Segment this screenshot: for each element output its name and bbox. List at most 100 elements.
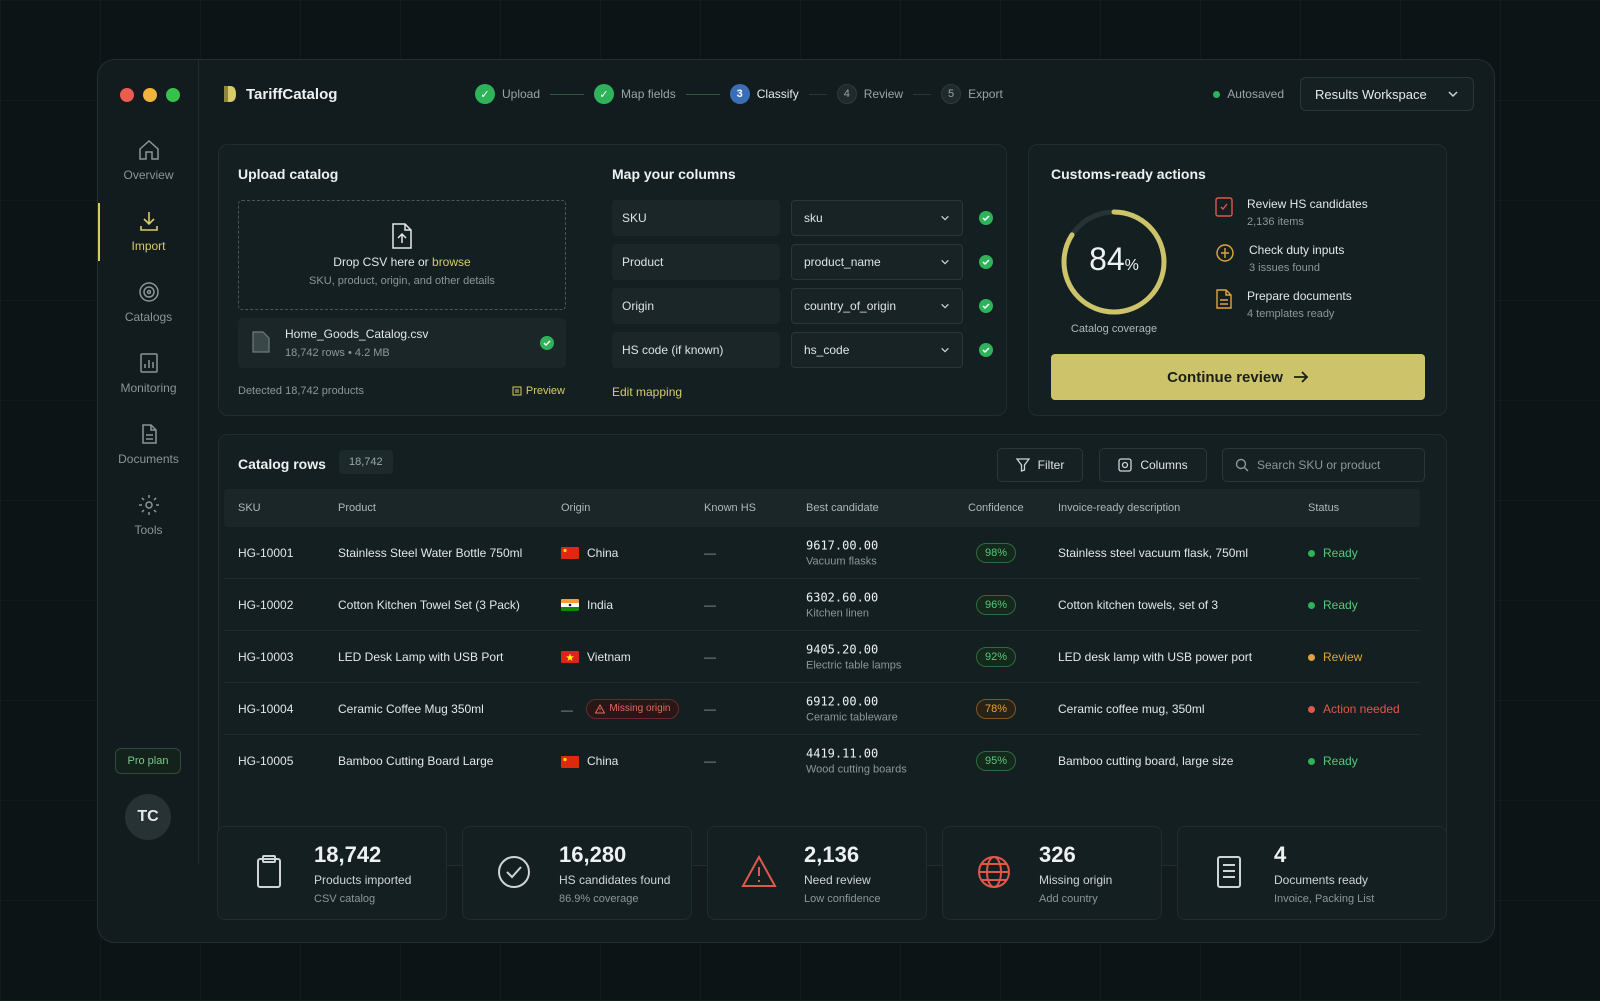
cell-best-candidate[interactable]: 4419.11.00 Wood cutting boards [806,746,907,776]
table-header: SKU Product Origin Known HS Best candida… [224,489,1420,527]
missing-origin-badge[interactable]: Missing origin [586,698,680,719]
step-classify[interactable]: 3 Classify [729,84,799,104]
mapping-title: Map your columns [612,166,736,182]
file-icon [252,331,270,353]
cell-sku: HG-10004 [238,701,294,716]
check-icon [540,336,554,350]
status-badge: Action needed [1308,702,1400,716]
customs-actions-card: Customs-ready actions 84% Catalog covera… [1028,144,1447,416]
minimize-window-button[interactable] [143,88,157,102]
flag-china-icon [561,547,579,560]
step-connector [913,93,932,95]
cell-product: Bamboo Cutting Board Large [338,754,494,768]
step-map-fields[interactable]: ✓ Map fields [594,84,676,104]
action-check-duty[interactable]: Check duty inputs 3 issues found [1215,243,1344,274]
search-icon [1235,458,1249,472]
col-sku[interactable]: SKU [238,502,261,514]
map-select-product[interactable]: product_name [791,244,963,280]
cell-best-candidate[interactable]: 6302.60.00 Kitchen linen [806,590,879,619]
step-upload[interactable]: ✓ Upload [475,84,540,104]
table-row[interactable]: HG-10003 LED Desk Lamp with USB Port Vie… [224,631,1420,683]
sidebar-item-label: Monitoring [120,381,177,395]
cell-product: Stainless Steel Water Bottle 750ml [338,545,523,560]
action-review-hs[interactable]: Review HS candidates 2,136 items [1215,197,1368,228]
sidebar-item-documents[interactable]: Documents [98,422,199,488]
filter-button[interactable]: Filter [997,448,1083,482]
col-product[interactable]: Product [338,502,376,514]
upload-title: Upload catalog [238,166,339,182]
maximize-window-button[interactable] [166,88,180,102]
col-origin[interactable]: Origin [561,502,591,514]
sidebar-item-tools[interactable]: Tools [98,493,199,559]
home-icon [138,139,159,160]
col-best-candidate[interactable]: Best candidate [806,502,879,514]
col-confidence[interactable]: Confidence [968,502,1024,514]
table-row[interactable]: HG-10004 Ceramic Coffee Mug 350ml — Miss… [224,683,1420,735]
action-prepare-docs[interactable]: Prepare documents 4 templates ready [1215,289,1352,320]
step-label: Map fields [621,87,676,101]
duty-icon [1216,244,1234,262]
autosave-label: Autosaved [1227,87,1284,101]
table-row[interactable]: HG-10001 Stainless Steel Water Bottle 75… [224,527,1420,579]
sidebar-item-import[interactable]: Import [98,203,199,275]
plan-badge[interactable]: Pro plan [115,748,181,774]
step-export[interactable]: 5 Export [941,84,1003,104]
cell-known-hs: — [704,649,716,664]
map-label-sku: SKU [612,200,780,236]
cell-sku: HG-10001 [238,545,294,560]
columns-button[interactable]: Columns [1099,448,1207,482]
cell-best-candidate[interactable]: 9617.00.00 Vacuum flasks [806,538,879,567]
preview-link[interactable]: Preview [512,385,565,397]
cell-best-candidate[interactable]: 9405.20.00 Electric table lamps [806,642,902,671]
col-status[interactable]: Status [1308,502,1340,514]
avatar[interactable]: TC [125,794,171,840]
logo-icon [224,86,236,102]
globe-icon [978,856,1010,888]
app-window: Overview Import Catalogs Monitoring Docu… [97,59,1495,943]
doc-icon [1216,289,1232,309]
edit-mapping-link[interactable]: Edit mapping [612,385,683,399]
map-select-hs-code[interactable]: hs_code [791,332,963,368]
file-lines-icon [1217,856,1241,888]
top-bar: TariffCatalog ✓ Upload ✓ Map fields 3 Cl… [199,60,1494,126]
workspace-select[interactable]: Results Workspace [1300,77,1474,111]
browse-link[interactable]: browse [432,255,471,269]
sidebar-item-overview[interactable]: Overview [98,138,199,204]
col-known-hs[interactable]: Known HS [704,502,756,514]
cell-confidence: 98% [976,542,1017,563]
cell-confidence: 96% [976,594,1017,615]
dropzone-text: Drop CSV here or browse [333,255,471,269]
col-description[interactable]: Invoice-ready description [1058,502,1181,514]
cell-best-candidate[interactable]: 6912.00.00 Ceramic tableware [806,694,898,723]
step-label: Classify [756,87,799,101]
sidebar-item-label: Tools [134,523,163,537]
step-label: Export [968,87,1003,101]
brand: TariffCatalog [222,84,337,104]
search-input[interactable]: Search SKU or product [1222,448,1425,482]
gear-icon [138,495,159,515]
sidebar-item-monitoring[interactable]: Monitoring [98,351,199,417]
stat-need-review: 2,136 Need review Low confidence [707,826,927,920]
review-icon [1215,197,1233,217]
cell-product: Cotton Kitchen Towel Set (3 Pack) [338,597,520,612]
step-review[interactable]: 4 Review [836,84,904,104]
row-count-badge: 18,742 [339,450,393,474]
table-row[interactable]: HG-10005 Bamboo Cutting Board Large Chin… [224,735,1420,787]
gauge-arc [1061,209,1167,315]
cell-known-hs: — [704,701,716,716]
csv-dropzone[interactable]: Drop CSV here or browse SKU, product, or… [238,200,566,310]
sidebar-item-label: Import [131,239,166,253]
table-row[interactable]: HG-10002 Cotton Kitchen Towel Set (3 Pac… [224,579,1420,631]
coverage-gauge [1061,209,1167,315]
cell-description: Stainless steel vacuum flask, 750ml [1058,545,1249,560]
continue-review-button[interactable]: Continue review [1051,354,1425,400]
step-label: Review [863,87,904,101]
map-select-origin[interactable]: country_of_origin [791,288,963,324]
map-select-sku[interactable]: sku [791,200,963,236]
uploaded-file[interactable]: Home_Goods_Catalog.csv 18,742 rows • 4.2… [238,318,566,368]
close-window-button[interactable] [120,88,134,102]
flag-vietnam-icon [561,651,579,664]
sidebar-item-catalogs[interactable]: Catalogs [98,280,199,346]
status-dot [1213,90,1221,98]
step-number: 4 [836,84,857,104]
